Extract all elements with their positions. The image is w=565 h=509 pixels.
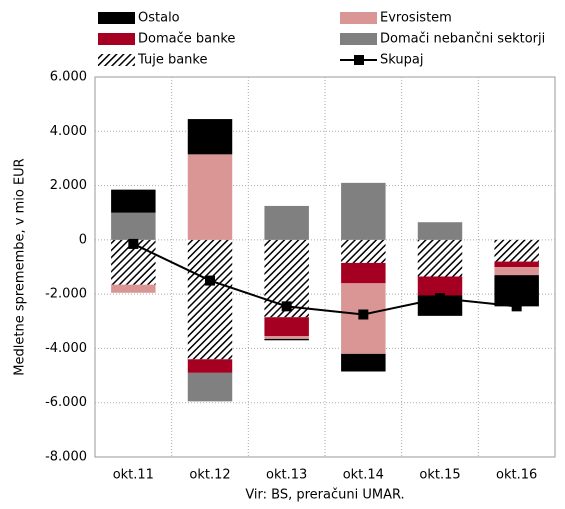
bar-segment [341, 239, 386, 263]
bar-segment [187, 154, 233, 240]
line-marker [435, 293, 445, 304]
legend-label: Skupaj [380, 53, 423, 68]
bar-segment [187, 119, 233, 155]
line-marker [128, 238, 139, 249]
x-tick-label: okt.16 [496, 468, 537, 483]
legend-swatch [340, 12, 377, 24]
legend-swatch [98, 33, 135, 45]
bar-segment [494, 239, 539, 262]
bar-segment [494, 275, 539, 307]
bar-segment [341, 182, 386, 240]
bar-segment [264, 336, 309, 339]
bar-segment [187, 372, 233, 402]
legend-label: Domači nebančni sektorji [380, 32, 545, 47]
bar-segment [417, 239, 463, 277]
legend-swatch [98, 54, 135, 66]
x-tick-label: okt.14 [343, 468, 384, 483]
legend-swatch [98, 12, 135, 24]
y-tick-label: 4.000 [50, 124, 87, 139]
bar-segment [111, 189, 156, 213]
y-tick-label: -6.000 [45, 395, 87, 410]
legend-label: Ostalo [138, 11, 180, 26]
line-marker [358, 309, 369, 320]
y-tick-label: 6.000 [50, 70, 87, 85]
bar-segment [417, 222, 463, 240]
bar-segment [264, 317, 309, 337]
bar-segment [494, 267, 539, 276]
bar-segment [494, 261, 539, 267]
bar-segment [111, 212, 156, 240]
y-tick-label: 2.000 [50, 178, 87, 193]
bar-segment [187, 359, 233, 373]
bar-segment [111, 284, 156, 293]
y-tick-label: 0 [79, 232, 87, 247]
bar-segment [417, 276, 463, 296]
line-series [132, 243, 517, 316]
y-tick-label: -8.000 [45, 450, 87, 465]
y-tick-label: -4.000 [45, 341, 87, 356]
x-tick-label: okt.11 [113, 468, 154, 483]
x-tick-label: okt.13 [266, 468, 307, 483]
legend-label: Tuje banke [137, 53, 207, 68]
bar-segment [341, 353, 386, 372]
y-axis-label: Medletne spremembe, v mio EUR [13, 158, 28, 375]
legend-swatch [340, 33, 377, 45]
line-marker [281, 301, 292, 312]
legend-label: Evrosistem [380, 11, 452, 26]
legend-marker [354, 55, 364, 65]
x-tick-label: okt.12 [189, 468, 230, 483]
line-marker [511, 301, 522, 312]
x-tick-label: okt.15 [419, 468, 460, 483]
bar-segment [341, 262, 386, 284]
source-note: Vir: BS, preračuni UMAR. [245, 488, 404, 503]
line-marker [205, 275, 215, 286]
bar-segment [187, 239, 233, 360]
y-tick-label: -2.000 [45, 287, 87, 302]
bar-segment [264, 205, 309, 240]
bar-segment [264, 338, 309, 341]
legend-label: Domače banke [138, 32, 235, 47]
